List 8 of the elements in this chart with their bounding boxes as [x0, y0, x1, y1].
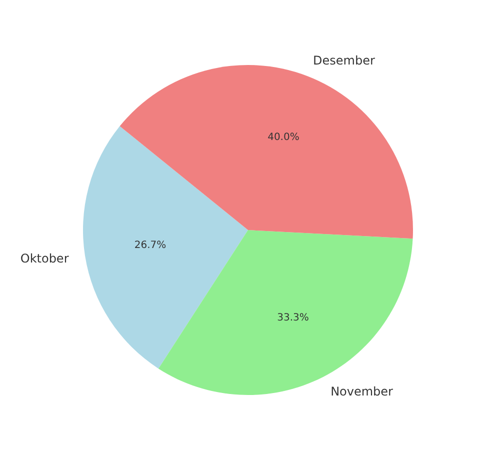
slice-label: Oktober	[20, 252, 69, 266]
data-label: 40.0%	[268, 132, 300, 144]
data-label: 26.7%	[134, 240, 166, 252]
pie-slice	[83, 126, 248, 369]
data-label: 33.3%	[277, 312, 309, 324]
slice-label: November	[330, 384, 394, 399]
pie-slice	[120, 65, 413, 239]
slice-label: Desember	[313, 54, 375, 68]
